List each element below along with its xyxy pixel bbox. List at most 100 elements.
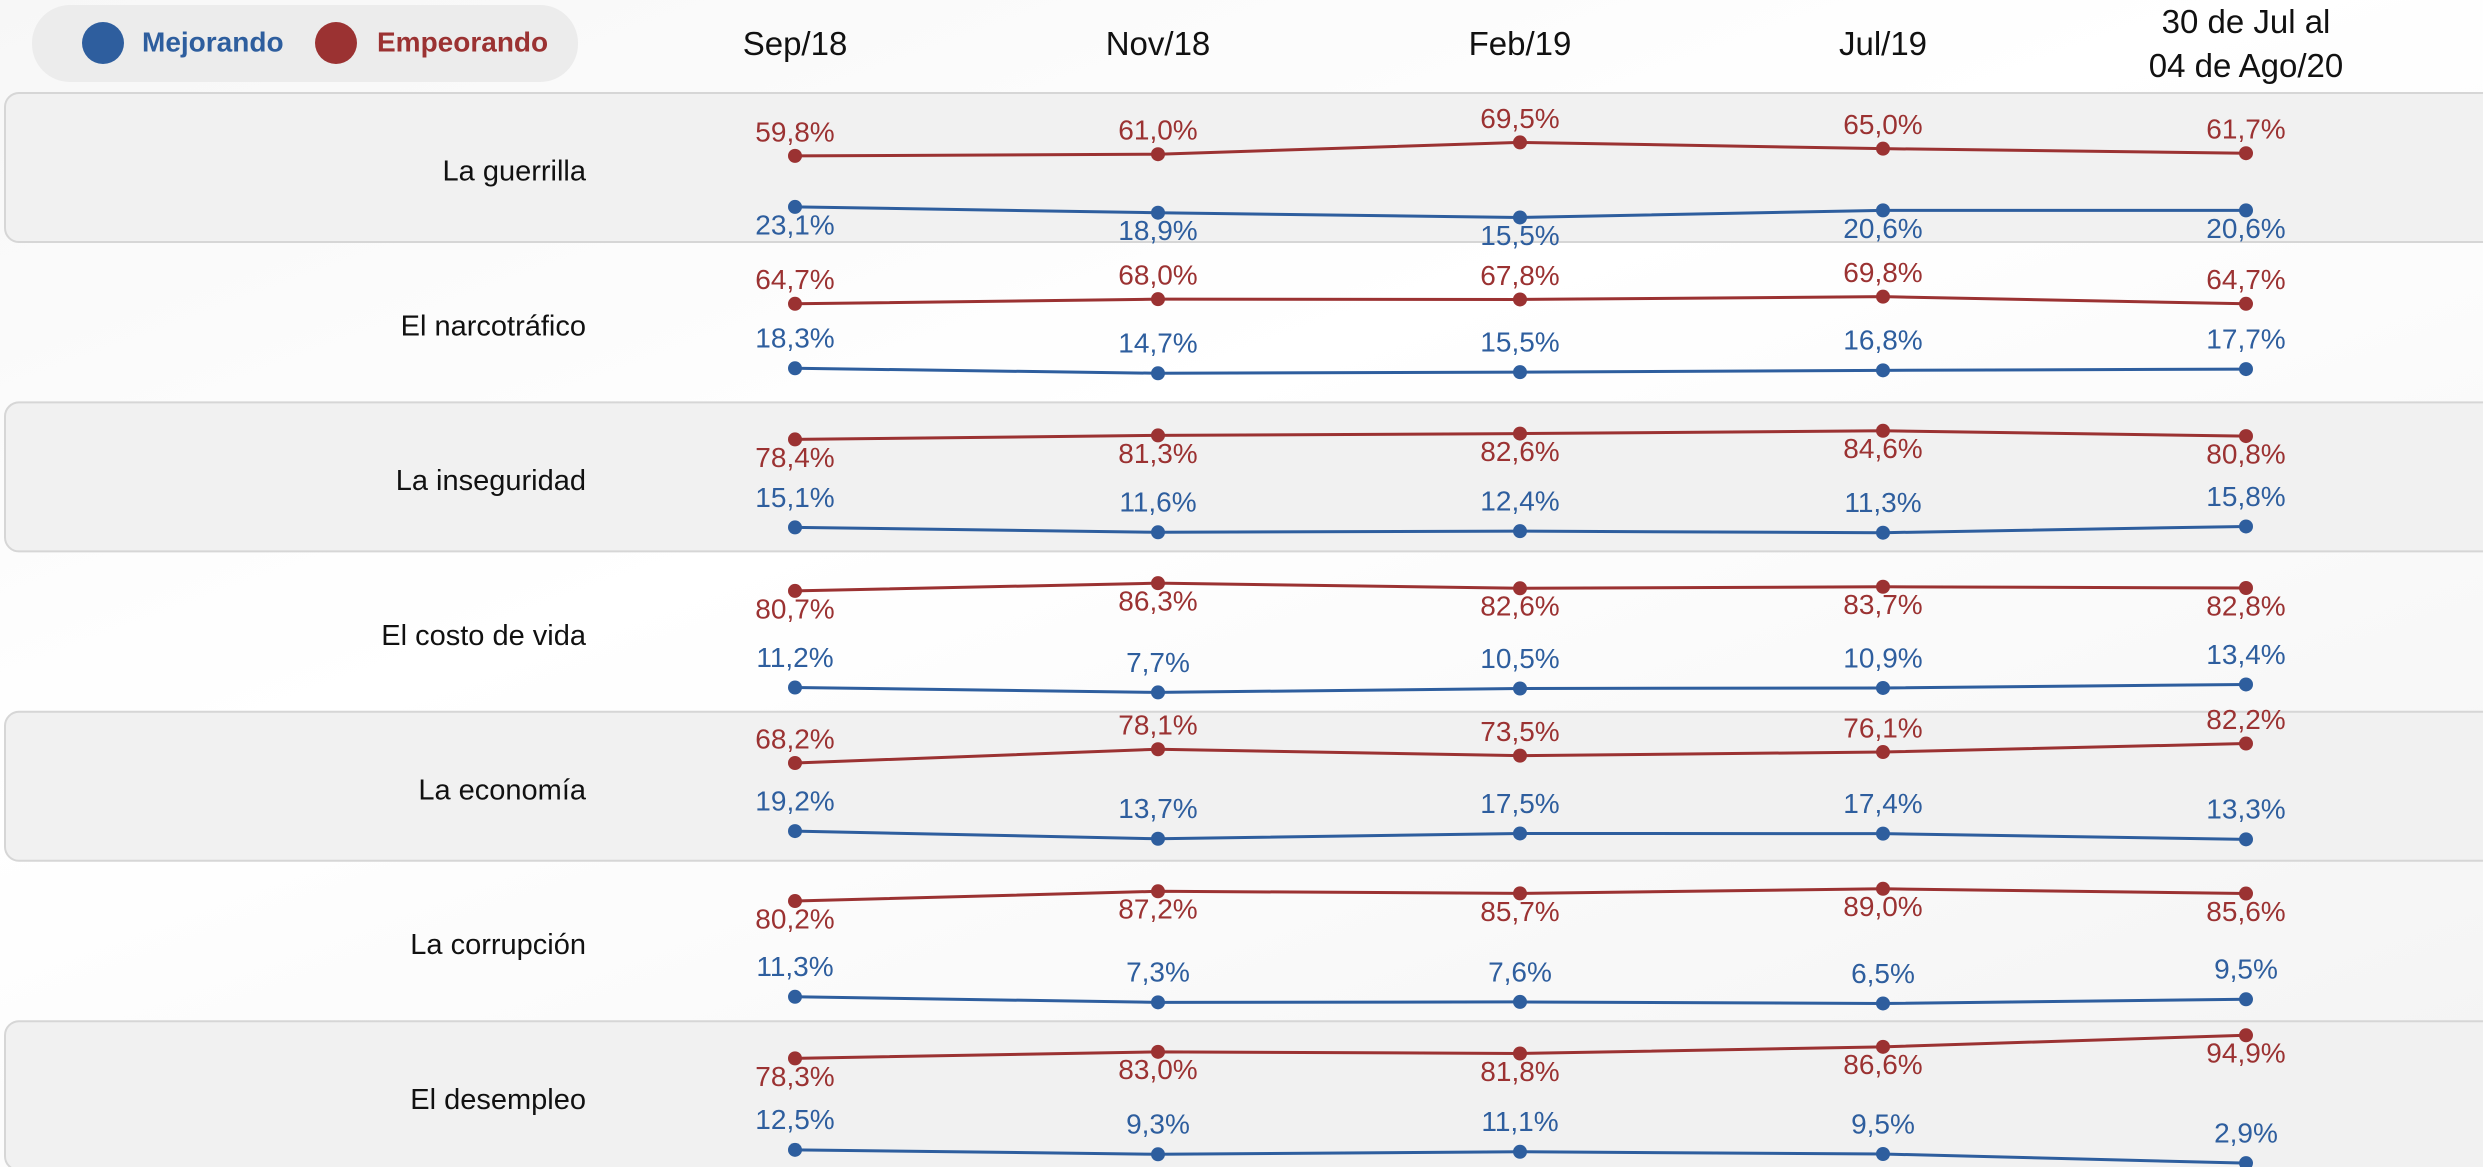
point [1876, 289, 1890, 304]
data-label: 82,6% [1480, 591, 1559, 622]
data-label: 78,4% [755, 442, 834, 473]
data-label: 83,7% [1843, 589, 1922, 620]
data-label: 10,5% [1480, 643, 1559, 674]
column-header: Nov/18 [1105, 25, 1211, 62]
data-label: 59,8% [755, 116, 834, 147]
point [788, 756, 802, 771]
point [1876, 996, 1890, 1011]
point [788, 583, 802, 598]
point [1151, 147, 1165, 162]
row-label: La economía [418, 774, 587, 806]
data-label: 17,4% [1843, 788, 1922, 819]
data-label: 82,2% [2206, 704, 2285, 735]
data-label: 12,5% [755, 1104, 834, 1135]
point [1151, 1044, 1165, 1059]
data-label: 16,8% [1843, 325, 1922, 356]
data-label: 11,3% [756, 951, 833, 982]
data-label: 64,7% [2206, 264, 2285, 295]
point [788, 296, 802, 311]
point [788, 894, 802, 909]
point [2239, 296, 2253, 311]
point [1876, 203, 1890, 218]
data-label: 23,1% [755, 209, 834, 240]
legend-marker [315, 22, 357, 64]
data-label: 9,5% [1851, 1108, 1915, 1139]
column-header: Feb/19 [1468, 25, 1572, 62]
point [1513, 365, 1527, 380]
data-label: 2,9% [2214, 1118, 2278, 1149]
data-label: 80,2% [755, 903, 834, 934]
point [1876, 423, 1890, 438]
data-label: 7,6% [1488, 956, 1552, 987]
data-label: 15,5% [1480, 327, 1559, 358]
point [1513, 681, 1527, 696]
data-label: 65,0% [1843, 109, 1922, 140]
point [788, 989, 802, 1004]
point [2239, 1156, 2253, 1167]
data-label: 17,5% [1480, 788, 1559, 819]
data-label: 10,9% [1843, 642, 1922, 673]
point [1513, 748, 1527, 763]
point [788, 1142, 802, 1157]
data-label: 82,6% [1480, 436, 1559, 467]
data-label: 14,7% [1118, 328, 1197, 359]
point [1513, 1144, 1527, 1159]
point [788, 1051, 802, 1066]
legend-marker [82, 22, 124, 64]
legend-label: Mejorando [142, 26, 284, 57]
data-label: 11,3% [1844, 487, 1921, 518]
point [1876, 680, 1890, 695]
row-band [4, 710, 2483, 862]
point [1876, 1146, 1890, 1161]
data-label: 19,2% [755, 786, 834, 817]
data-label: 7,3% [1126, 957, 1190, 988]
column-header: Jul/19 [1838, 25, 1928, 62]
row-label: La inseguridad [396, 465, 586, 497]
point [788, 148, 802, 163]
point [1151, 366, 1165, 381]
data-label: 20,6% [1843, 213, 1922, 244]
point [2239, 429, 2253, 444]
point [1513, 581, 1527, 596]
row-band [4, 401, 2483, 553]
point [1151, 1147, 1165, 1162]
row-label: El desempleo [410, 1084, 586, 1116]
data-label: 86,6% [1843, 1049, 1922, 1080]
data-label: 7,7% [1126, 647, 1190, 678]
legend-box [32, 5, 578, 82]
point [788, 680, 802, 695]
data-label: 85,6% [2206, 896, 2285, 927]
data-label: 69,8% [1843, 257, 1922, 288]
point [1876, 141, 1890, 156]
row-label: El costo de vida [381, 620, 587, 652]
data-label: 9,3% [1126, 1109, 1190, 1140]
data-label: 80,8% [2206, 438, 2285, 469]
data-label: 13,3% [2206, 794, 2285, 825]
point [788, 199, 802, 214]
point [1876, 579, 1890, 594]
point [1876, 745, 1890, 760]
data-label: 78,1% [1118, 710, 1197, 741]
data-label: 15,8% [2206, 481, 2285, 512]
data-label: 81,8% [1480, 1056, 1559, 1087]
data-label: 6,5% [1851, 958, 1915, 989]
point [1513, 292, 1527, 307]
data-label: 13,7% [1118, 793, 1197, 824]
point [788, 361, 802, 376]
data-label: 87,2% [1118, 894, 1197, 925]
data-label: 11,2% [756, 642, 833, 673]
row-label: El narcotráfico [401, 310, 586, 342]
point [1876, 826, 1890, 841]
data-label: 61,0% [1118, 115, 1197, 146]
point [1513, 994, 1527, 1009]
point [1513, 886, 1527, 901]
data-label: 12,4% [1480, 486, 1559, 517]
point [1151, 205, 1165, 220]
point [2239, 736, 2253, 751]
data-label: 68,0% [1118, 260, 1197, 291]
data-label: 68,2% [755, 723, 834, 754]
point [1513, 210, 1527, 225]
data-label: 85,7% [1480, 896, 1559, 927]
point [1151, 576, 1165, 591]
